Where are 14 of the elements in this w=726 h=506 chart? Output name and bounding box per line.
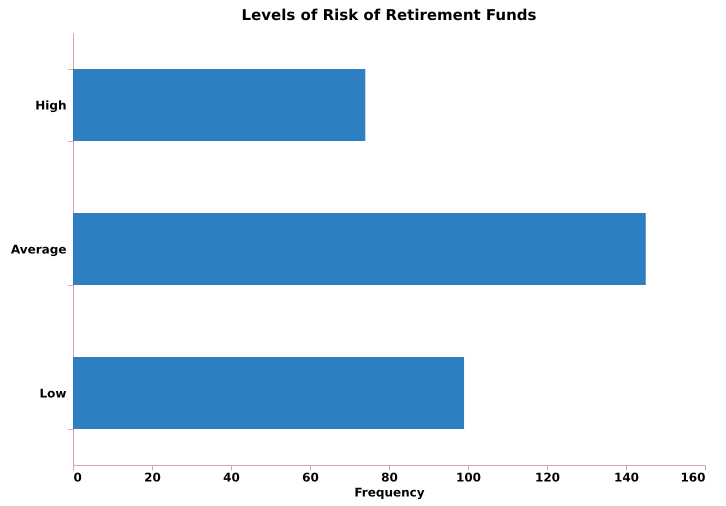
x-tick-label: 160 — [680, 470, 706, 484]
x-axis-title: Frequency — [354, 486, 425, 500]
x-tick-label: 60 — [302, 470, 319, 484]
x-tick-label: 120 — [534, 470, 560, 484]
y-tick-label: Low — [40, 386, 66, 400]
chart-title: Levels of Risk of Retirement Funds — [242, 6, 537, 24]
x-tick-label: 100 — [456, 470, 482, 484]
x-tick-label: 0 — [74, 470, 82, 484]
x-tick-label: 140 — [614, 470, 640, 484]
x-tick-label: 20 — [144, 470, 161, 484]
x-tick-label: 80 — [381, 470, 398, 484]
y-tick-label: Average — [10, 242, 66, 256]
x-tick-label: 40 — [223, 470, 240, 484]
y-tick-label: High — [35, 98, 66, 112]
